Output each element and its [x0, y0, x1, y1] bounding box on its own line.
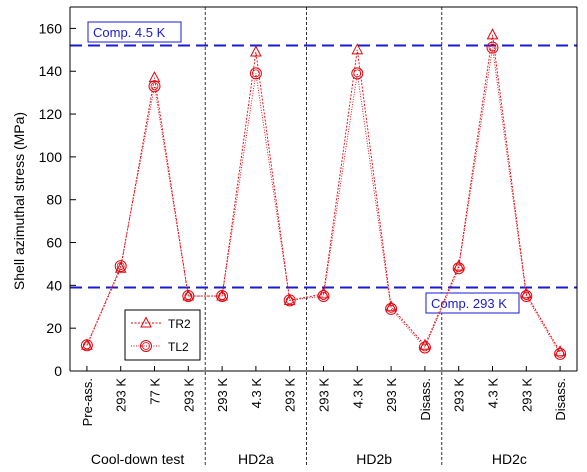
- x-tick-label: 4.3 K: [249, 378, 264, 409]
- reference-line-label: Comp. 293 K: [431, 296, 507, 311]
- y-tick-label: 60: [46, 235, 62, 251]
- legend-label: TL2: [168, 340, 189, 354]
- group-separators: [204, 7, 443, 466]
- x-tick-label: 293 K: [283, 378, 298, 412]
- data-point-circle-inner: [488, 43, 497, 52]
- y-tick-label: 40: [46, 277, 62, 293]
- y-axis-label: Shell azimuthal stress (MPa): [11, 112, 27, 290]
- data-point-circle-inner: [454, 264, 463, 273]
- y-tick-label: 80: [46, 192, 62, 208]
- x-tick-label: 293 K: [452, 378, 467, 412]
- x-tick-label: Disass.: [418, 378, 433, 421]
- axes: 0 20 40 60 80 100 120 140 160 Pre-ass. 293 K 77 K 29…: [39, 6, 578, 467]
- data-point-circle: [249, 67, 262, 80]
- x-tick-label: Disass.: [553, 378, 568, 421]
- group-label: HD2a: [238, 451, 274, 467]
- y-tick-label: 140: [39, 63, 63, 79]
- group-label: HD2c: [492, 451, 527, 467]
- reference-line-label-box: [425, 292, 520, 314]
- y-tick-label: 0: [54, 363, 62, 379]
- reference-line-label-box: [87, 21, 182, 43]
- legend-box: [124, 309, 201, 361]
- x-tick-label: 293 K: [384, 378, 399, 412]
- x-tick-label: 293 K: [519, 378, 534, 412]
- data-point-circle-inner: [83, 341, 91, 350]
- x-tick-label: 4.3 K: [486, 378, 501, 409]
- data-point-circle-inner: [150, 82, 159, 91]
- data-point-circle-inner: [556, 349, 564, 358]
- data-point-circle: [317, 290, 330, 303]
- data-point-triangle: [148, 71, 161, 83]
- data-point-circle: [486, 41, 499, 54]
- data-point-triangle: [250, 45, 262, 57]
- x-tick-label: 77 K: [148, 378, 163, 405]
- data-point-circle-inner: [142, 342, 150, 350]
- data-point-circle-inner: [285, 296, 294, 305]
- x-tick-label: 293 K: [215, 378, 230, 412]
- data-point-circle: [554, 347, 567, 360]
- data-point-circle-inner: [184, 292, 193, 300]
- data-point-triangle: [182, 289, 195, 301]
- data-point-circle: [520, 290, 533, 303]
- data-point-circle-inner: [387, 305, 396, 313]
- x-tick-label: 293 K: [181, 378, 196, 412]
- data-point-circle: [418, 341, 431, 354]
- data-point-circle-inner: [116, 262, 125, 270]
- data-point-triangle: [351, 43, 364, 55]
- legend-label: TR2: [168, 317, 191, 331]
- data-point-circle-inner: [420, 343, 429, 352]
- y-tick-label: 120: [39, 106, 63, 122]
- data-point-circle-inner: [218, 292, 227, 300]
- series-line: [86, 34, 561, 352]
- y-tick-label: 100: [39, 149, 63, 165]
- reference-line-label: Comp. 4.5 K: [93, 25, 166, 40]
- y-tick-label: 160: [39, 20, 63, 36]
- data-point-triangle: [81, 338, 93, 350]
- data-point-circle: [182, 290, 195, 303]
- x-tick-label: Pre-ass.: [80, 378, 95, 426]
- data-point-circle: [216, 290, 229, 303]
- y-tick-label: 20: [46, 320, 62, 336]
- reference-lines: Comp. 4.5 K Comp. 293 K: [70, 21, 577, 314]
- data-series: [80, 28, 567, 360]
- data-point-triangle: [114, 261, 127, 273]
- group-label: Cool-down test: [91, 451, 184, 467]
- data-point-circle-inner: [319, 292, 328, 300]
- data-point-circle: [80, 339, 93, 352]
- x-tick-label: 293 K: [317, 378, 332, 412]
- data-point-circle: [351, 67, 364, 80]
- x-tick-label: 293 K: [114, 378, 129, 412]
- group-label: HD2b: [356, 451, 392, 467]
- data-point-circle: [148, 80, 161, 93]
- data-point-circle-inner: [522, 292, 531, 300]
- data-point-circle-inner: [353, 69, 362, 78]
- data-point-triangle: [140, 316, 152, 328]
- legend: TR2 TL2: [124, 309, 201, 361]
- x-tick-label: 4.3 K: [350, 378, 365, 409]
- data-point-circle-inner: [251, 69, 260, 78]
- data-point-circle: [114, 260, 127, 273]
- data-point-circle: [283, 294, 296, 307]
- series-TL2: [80, 41, 567, 360]
- data-point-circle: [140, 340, 152, 352]
- data-point-circle: [385, 302, 398, 315]
- data-point-circle: [452, 262, 465, 275]
- data-point-triangle: [486, 28, 499, 40]
- data-point-triangle: [216, 289, 228, 301]
